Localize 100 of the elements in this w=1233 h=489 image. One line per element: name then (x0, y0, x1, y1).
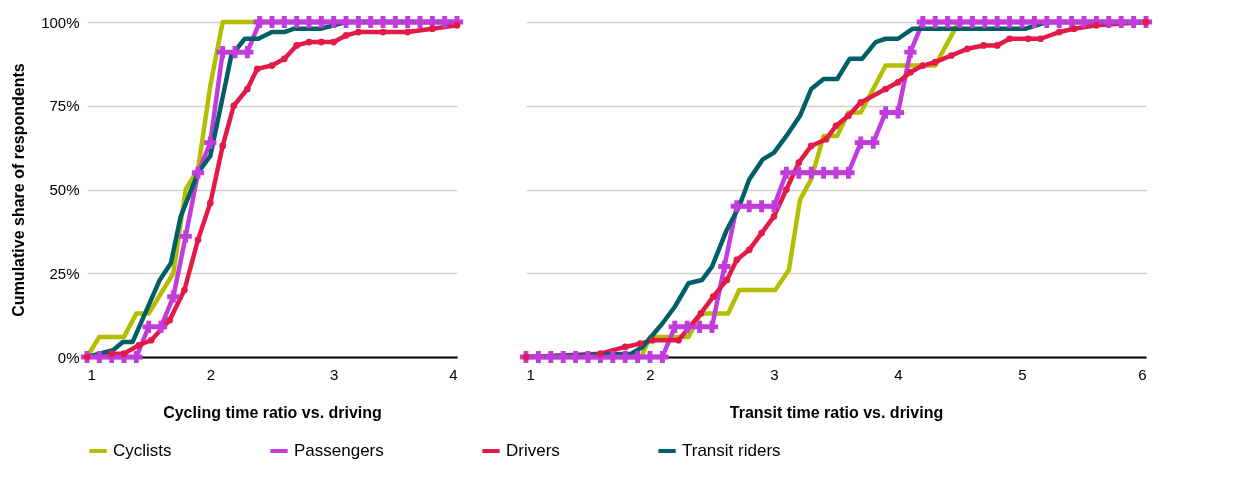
point (817, 166, 830, 179)
point (668, 320, 681, 333)
point (204, 136, 217, 149)
point (980, 42, 987, 49)
point (832, 122, 840, 130)
x-tick-label: 2 (206, 365, 216, 383)
point (230, 102, 238, 110)
point (243, 85, 251, 93)
point (1127, 15, 1140, 29)
point (919, 62, 927, 69)
point (1055, 28, 1063, 36)
point (315, 15, 328, 29)
point (135, 341, 143, 349)
x-tick-label: 5 (1018, 365, 1027, 383)
point (191, 166, 205, 179)
point (327, 15, 340, 29)
point (219, 142, 227, 150)
point (795, 159, 803, 167)
point (167, 290, 180, 303)
x-tick-label: 4 (894, 365, 903, 383)
point (755, 200, 768, 213)
legend-label: Passengers (294, 441, 384, 460)
point (916, 15, 929, 29)
y-tick-label: 25% (49, 264, 80, 282)
point (330, 38, 338, 46)
point (780, 166, 793, 179)
point (822, 135, 830, 143)
point (681, 320, 694, 333)
point (770, 212, 778, 220)
point (783, 186, 790, 193)
point (206, 199, 214, 207)
y-axis-title: Cumulative share of respondents (10, 63, 28, 317)
point (993, 42, 1001, 49)
point (544, 350, 557, 364)
point (1053, 15, 1066, 29)
point (907, 68, 914, 76)
point (364, 15, 377, 29)
legend-label: Cyclists (113, 441, 172, 460)
x-tick-label: 1 (87, 365, 96, 383)
point (730, 200, 743, 213)
point (709, 293, 717, 301)
point (705, 320, 719, 333)
point (718, 260, 731, 273)
point (532, 350, 545, 364)
point (557, 350, 570, 364)
point (404, 28, 412, 36)
point (991, 15, 1004, 29)
point (649, 336, 656, 344)
point (438, 15, 451, 29)
point (216, 46, 229, 59)
point (941, 15, 954, 29)
x-tick-label: 1 (526, 365, 535, 383)
point (181, 286, 188, 294)
point (1070, 25, 1078, 33)
point (792, 166, 805, 179)
point (1024, 35, 1032, 43)
point (93, 350, 106, 364)
point (743, 200, 756, 213)
point (597, 350, 604, 357)
point (805, 166, 818, 179)
point (854, 136, 867, 149)
point (130, 350, 143, 364)
point (891, 106, 905, 119)
x-tick-label: 6 (1138, 365, 1147, 383)
point (723, 276, 731, 284)
point (1003, 15, 1016, 29)
legend-label: Drivers (506, 441, 560, 460)
point (268, 62, 276, 69)
x-tick-label: 3 (329, 365, 339, 383)
point (947, 52, 955, 59)
y-tick-label: 0% (57, 348, 80, 366)
point (154, 320, 168, 333)
point (636, 340, 644, 347)
point (767, 200, 781, 213)
point (978, 15, 991, 29)
point (745, 246, 753, 254)
x-tick-label: 3 (770, 365, 779, 383)
x-axis-title: Cycling time ratio vs. driving (163, 403, 382, 421)
point (278, 15, 291, 29)
point (829, 166, 843, 179)
point (619, 350, 632, 364)
point (807, 142, 815, 150)
x-tick-label: 2 (646, 365, 655, 383)
point (842, 166, 855, 179)
point (1028, 15, 1041, 29)
point (166, 316, 173, 324)
point (179, 230, 192, 243)
point (966, 15, 979, 29)
point (606, 350, 619, 364)
point (964, 45, 971, 53)
point (621, 343, 629, 351)
point (929, 15, 942, 29)
point (845, 112, 852, 120)
point (253, 15, 266, 29)
point (879, 106, 892, 119)
point (1102, 15, 1115, 29)
point (342, 32, 350, 39)
point (1037, 35, 1044, 43)
legend-label: Transit riders (682, 441, 781, 460)
point (867, 136, 880, 149)
